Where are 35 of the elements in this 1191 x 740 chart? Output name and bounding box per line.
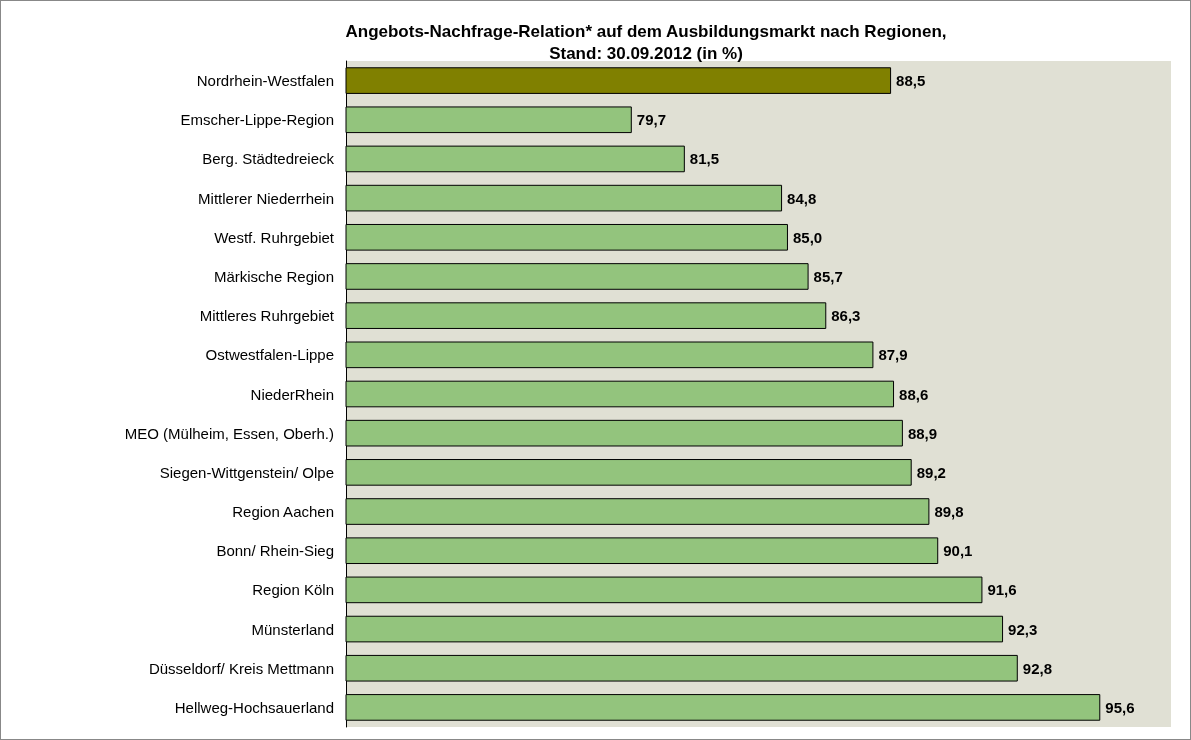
y-tick-label: MEO (Mülheim, Essen, Oberh.) [124,424,334,442]
data-label: 85,0 [792,228,823,246]
y-tick-label: Nordrhein-Westfalen [196,72,334,90]
data-label: 92,3 [1008,620,1038,638]
y-tick-label: Ostwestfalen-Lippe [205,346,334,364]
y-tick-label: Münsterland [251,620,334,638]
y-tick-label: Emscher-Lippe-Region [180,111,334,129]
y-tick-label: Mittlerer Niederrhein [198,189,334,207]
data-label: 92,8 [1022,659,1052,677]
y-tick-label: NiederRhein [250,385,334,403]
y-tick-label: Mittleres Ruhrgebiet [199,307,335,325]
data-label: 87,9 [878,346,908,364]
data-label: 95,6 [1105,698,1135,716]
y-tick-label: Westf. Ruhrgebiet [214,228,335,246]
data-label: 79,7 [636,111,667,129]
data-label: 81,5 [689,150,720,168]
data-label: 89,8 [934,503,964,521]
y-tick-label: Region Aachen [232,503,334,521]
y-tick-label: Düsseldorf/ Kreis Mettmann [148,659,334,677]
y-tick-label: Märkische Region [213,267,334,285]
data-label: 85,7 [813,267,843,285]
data-label: 88,6 [899,385,929,403]
data-label: 91,6 [987,581,1017,599]
chart-title: Angebots-Nachfrage-Relation* auf dem Ausbildungsmarkt nach Regionen, Stand: 30.09.2012 (in %) [345,21,947,63]
y-tick-label: Siegen-Wittgenstein/ Olpe [159,463,334,481]
data-label: 89,2 [916,463,946,481]
data-label: 84,8 [787,189,817,207]
data-label: 88,5 [896,72,926,90]
y-tick-label: Region Köln [252,581,334,599]
data-label: 90,1 [943,542,973,560]
y-tick-label: Hellweg-Hochsauerland [174,698,334,716]
y-tick-label: Berg. Städtedreieck [202,150,335,168]
y-tick-label: Bonn/ Rhein-Sieg [216,542,334,560]
data-label: 88,9 [907,424,938,442]
data-label: 86,3 [831,307,861,325]
